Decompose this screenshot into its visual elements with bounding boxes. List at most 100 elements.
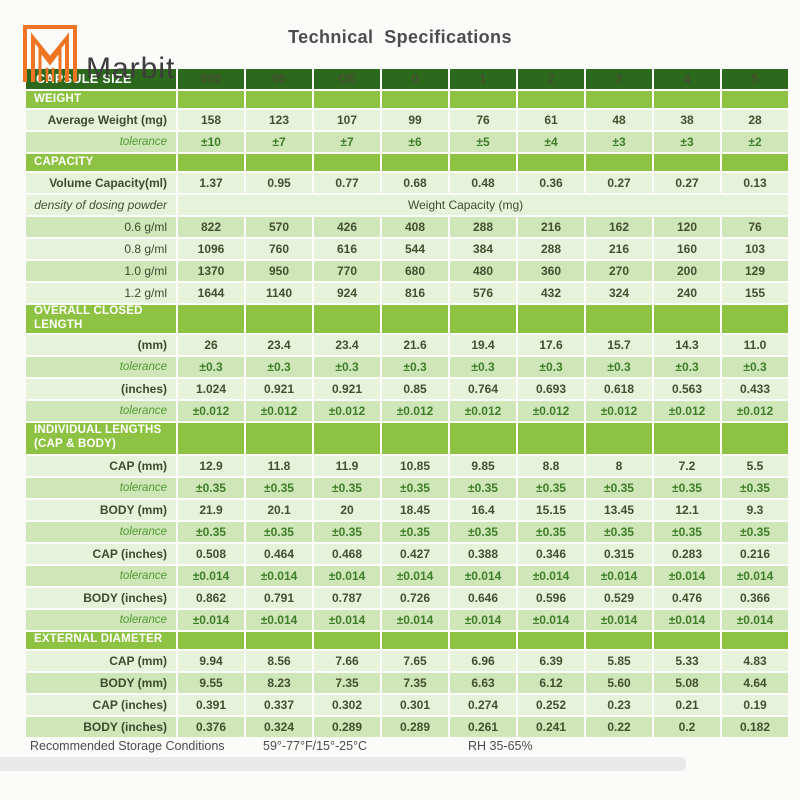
value-cell: 1.024 — [178, 378, 244, 399]
value-cell: 0.337 — [246, 694, 312, 715]
value-cell: 21.6 — [382, 334, 448, 355]
row-label: tolerance — [26, 477, 176, 498]
row-label: Average Weight (mg) — [26, 110, 176, 130]
header-cell-size-4: 4 — [654, 69, 720, 89]
value-cell: 8 — [586, 455, 652, 476]
value-cell: 20.1 — [246, 499, 312, 520]
section-cell — [722, 305, 788, 333]
value-cell: 576 — [450, 283, 516, 303]
value-cell: 360 — [518, 261, 584, 281]
value-cell: ±0.35 — [314, 521, 380, 542]
section-cell — [382, 631, 448, 649]
value-cell: ±0.35 — [450, 477, 516, 498]
value-cell: 0.21 — [654, 694, 720, 715]
value-cell: 28 — [722, 110, 788, 130]
row-label: density of dosing powder — [26, 195, 176, 215]
value-cell: 216 — [586, 239, 652, 259]
value-cell: 5.5 — [722, 455, 788, 476]
value-cell: 0.85 — [382, 378, 448, 399]
value-cell: 270 — [586, 261, 652, 281]
section-cell — [450, 631, 516, 649]
value-cell: 0.27 — [586, 173, 652, 193]
section-cell — [178, 154, 244, 171]
value-cell: 0.596 — [518, 587, 584, 608]
value-cell: 76 — [450, 110, 516, 130]
value-cell: ±0.014 — [314, 609, 380, 630]
section-row-weight: WEIGHT — [26, 91, 788, 108]
value-cell: 0.366 — [722, 587, 788, 608]
section-cell — [314, 631, 380, 649]
row-label: CAP (mm) — [26, 455, 176, 476]
value-cell: 48 — [586, 110, 652, 130]
value-cell: 570 — [246, 217, 312, 237]
storage-label: Recommended Storage Conditions — [30, 739, 225, 753]
value-cell: 4.64 — [722, 672, 788, 693]
spec-row: CAP (mm) 9.94 8.56 7.66 7.65 6.96 6.39 5.85 5.33… — [26, 650, 788, 671]
value-cell: 99 — [382, 110, 448, 130]
value-cell: 426 — [314, 217, 380, 237]
value-cell: 7.35 — [314, 672, 380, 693]
value-cell: 7.65 — [382, 650, 448, 671]
section-cell — [382, 422, 448, 454]
bottom-gray-strip — [0, 757, 686, 771]
value-cell: 107 — [314, 110, 380, 130]
value-cell: 160 — [654, 239, 720, 259]
value-cell: 129 — [722, 261, 788, 281]
value-cell: 432 — [518, 283, 584, 303]
value-cell: 120 — [654, 217, 720, 237]
value-cell: ±0.012 — [654, 400, 720, 421]
value-cell: 760 — [246, 239, 312, 259]
section-cell — [382, 305, 448, 333]
spec-row: BODY (inches) 0.862 0.791 0.787 0.726 0.646 0.… — [26, 587, 788, 608]
value-cell: ±0.012 — [314, 400, 380, 421]
section-cell — [178, 422, 244, 454]
spec-row: density of dosing powder Weight Capacity … — [26, 195, 788, 215]
value-cell: ±0.35 — [178, 477, 244, 498]
spec-row: 1.2 g/ml 1644 1140 924 816 576 432 324 240 155 — [26, 283, 788, 303]
value-cell: ±0.35 — [518, 477, 584, 498]
value-cell: 1096 — [178, 239, 244, 259]
value-cell: ±0.014 — [178, 609, 244, 630]
value-cell: 6.12 — [518, 672, 584, 693]
value-cell: 0.182 — [722, 716, 788, 737]
section-cell — [450, 154, 516, 171]
value-cell: 9.85 — [450, 455, 516, 476]
value-cell: 5.33 — [654, 650, 720, 671]
value-cell: ±5 — [450, 132, 516, 152]
value-cell: 240 — [654, 283, 720, 303]
section-title: WEIGHT — [26, 91, 176, 108]
value-cell: 0.764 — [450, 378, 516, 399]
value-cell: ±0.35 — [654, 521, 720, 542]
value-cell: 0.427 — [382, 543, 448, 564]
spec-row: CAP (inches) 0.508 0.464 0.468 0.427 0.388 0.3… — [26, 543, 788, 564]
value-cell: 288 — [518, 239, 584, 259]
value-cell: ±0.3 — [314, 356, 380, 377]
value-cell: 480 — [450, 261, 516, 281]
spec-row: 0.6 g/ml 822 570 426 408 288 216 162 120 76 — [26, 217, 788, 237]
value-cell: 0.289 — [382, 716, 448, 737]
value-cell: 0.283 — [654, 543, 720, 564]
section-cell — [314, 91, 380, 108]
value-cell: ±0.014 — [178, 565, 244, 586]
section-cell — [654, 631, 720, 649]
header-cell-size-00: 00 — [246, 69, 312, 89]
value-cell: ±0.012 — [586, 400, 652, 421]
value-cell: 0.22 — [586, 716, 652, 737]
value-cell: 816 — [382, 283, 448, 303]
value-cell: ±6 — [382, 132, 448, 152]
section-cell — [246, 154, 312, 171]
section-row-capacity: CAPACITY — [26, 154, 788, 171]
value-cell: 7.35 — [382, 672, 448, 693]
value-cell: 0.13 — [722, 173, 788, 193]
row-label: BODY (mm) — [26, 672, 176, 693]
value-cell: 0.921 — [314, 378, 380, 399]
row-label: (inches) — [26, 378, 176, 399]
value-cell: 5.08 — [654, 672, 720, 693]
value-cell: ±0.35 — [586, 521, 652, 542]
value-cell: ±4 — [518, 132, 584, 152]
header-cell-size-OE: OE — [314, 69, 380, 89]
section-cell — [722, 631, 788, 649]
value-cell: 8.56 — [246, 650, 312, 671]
value-cell: 9.3 — [722, 499, 788, 520]
section-cell — [722, 91, 788, 108]
